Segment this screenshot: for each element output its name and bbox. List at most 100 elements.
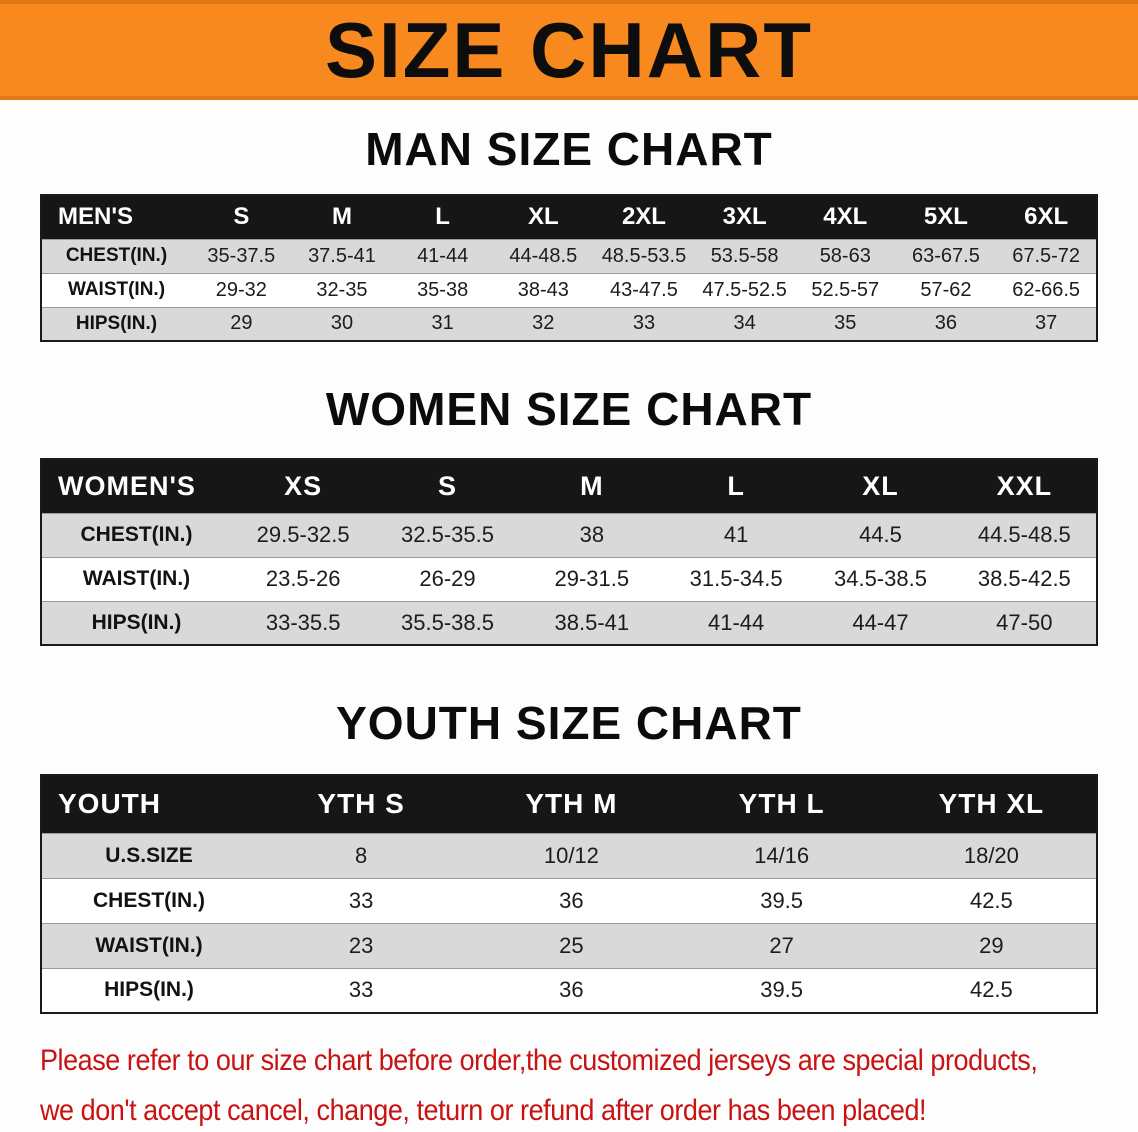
size-value: 36 (559, 977, 584, 1003)
women-table-header-row: WOMEN'S XS S M L XL XXL (41, 459, 1097, 513)
size-value: 52.5-57 (811, 278, 880, 301)
size-value: 31.5-34.5 (689, 566, 783, 591)
table-row: CHEST(IN.) 29.5-32.5 32.5-35.5 38 41 44.5 44.5… (41, 513, 1097, 557)
table-row: WAIST(IN.) 29-32 32-35 35-38 38-43 43-47.5 47.… (41, 273, 1097, 307)
size-value: 27 (769, 932, 794, 958)
size-value: 34.5-38.5 (833, 566, 927, 591)
table-row: HIPS(IN.) 33 36 39.5 42.5 (41, 968, 1097, 1013)
table-row: HIPS(IN.) 33-35.5 35.5-38.5 38.5-41 41-44 44-… (41, 601, 1097, 645)
size-value: 35.5-38.5 (401, 609, 494, 635)
size-value: 37 (1035, 312, 1058, 335)
size-column-header: 2XL (593, 195, 695, 239)
banner-title: SIZE CHART (325, 6, 813, 94)
size-value: 35 (834, 312, 857, 335)
size-column-header: 6XL (996, 195, 1097, 239)
size-value: 58-63 (819, 244, 871, 267)
size-value: 25 (559, 932, 584, 958)
row-label: CHEST(IN.) (65, 245, 168, 266)
size-value: 33 (632, 312, 656, 335)
size-column-header: XS (231, 459, 376, 513)
size-value: 35-37.5 (207, 244, 276, 267)
size-value: 35-38 (417, 278, 469, 301)
size-value: 41 (723, 522, 749, 547)
table-row: U.S.SIZE 8 10/12 14/16 18/20 (41, 833, 1097, 878)
size-column-header: XXL (952, 459, 1097, 513)
men-size-table: MEN'S S M L XL 2XL 3XL 4XL 5XL 6XL CHEST(IN.) 35-3… (40, 194, 1098, 342)
size-value: 41-44 (708, 609, 765, 635)
size-column-header: S (191, 195, 292, 239)
youth-table-body: U.S.SIZE 8 10/12 14/16 18/20 CHEST(IN.) 33 36 39… (41, 833, 1097, 1013)
size-value: 42.5 (969, 887, 1013, 913)
size-column-header: L (663, 459, 809, 513)
size-value: 32-35 (316, 278, 368, 301)
size-value: 39.5 (760, 887, 804, 913)
size-column-header: 4XL (794, 195, 896, 239)
size-value: 36 (934, 312, 958, 335)
row-label: HIPS(IN.) (104, 978, 194, 1002)
row-label: CHEST(IN.) (80, 523, 193, 546)
row-label: HIPS(IN.) (75, 312, 158, 334)
size-value: 38-43 (517, 278, 569, 301)
man-size-chart-title: MAN SIZE CHART (365, 123, 773, 175)
table-name-cell: MEN'S (41, 195, 191, 239)
size-value: 44.5-48.5 (977, 522, 1071, 547)
youth-size-table: YOUTH YTH S YTH M YTH L YTH XL U.S.SIZE 8 10/1… (40, 774, 1098, 1014)
size-column-header: 5XL (895, 195, 997, 239)
row-label: WAIST(IN.) (82, 567, 191, 590)
size-column-header: M (291, 195, 393, 239)
size-value: 31 (431, 312, 454, 335)
disclaimer: Please refer to our size chart before or… (40, 1042, 1138, 1129)
size-value: 47-50 (996, 609, 1053, 635)
size-value: 67.5-72 (1012, 244, 1081, 267)
table-row: WAIST(IN.) 23 25 27 29 (41, 923, 1097, 968)
disclaimer-line-1: Please refer to our size chart before or… (40, 1044, 1038, 1077)
size-value: 63-67.5 (912, 244, 980, 267)
size-value: 29 (979, 932, 1004, 958)
size-value: 62-66.5 (1012, 278, 1081, 301)
table-name-cell: YOUTH (41, 775, 256, 833)
size-column-header: XL (492, 195, 594, 239)
table-row: HIPS(IN.) 29 30 31 32 33 34 35 36 37 (41, 307, 1097, 341)
size-value: 44-47 (852, 609, 909, 635)
size-value: 26-29 (419, 566, 476, 591)
size-value: 36 (559, 887, 584, 913)
table-name-cell: WOMEN'S (41, 459, 231, 513)
size-value: 32.5-35.5 (401, 522, 494, 547)
men-table-header-row: MEN'S S M L XL 2XL 3XL 4XL 5XL 6XL (41, 195, 1097, 239)
size-value: 32 (532, 312, 555, 335)
size-column-header: YTH XL (886, 775, 1097, 833)
size-column-header: XL (808, 459, 953, 513)
size-column-header: YTH S (256, 775, 467, 833)
size-value: 8 (355, 842, 368, 868)
size-value: 14/16 (754, 842, 810, 868)
size-value: 38.5-42.5 (977, 566, 1071, 591)
size-column-header: S (375, 459, 520, 513)
size-value: 53.5-58 (710, 244, 779, 267)
banner: SIZE CHART (0, 0, 1138, 100)
disclaimer-line-2: we don't accept cancel, change, teturn o… (40, 1093, 927, 1127)
size-column-header: L (392, 195, 493, 239)
size-value: 29.5-32.5 (256, 522, 350, 547)
size-value: 10/12 (543, 842, 599, 868)
size-column-header: M (519, 459, 664, 513)
size-value: 33 (348, 887, 374, 913)
size-value: 33 (348, 977, 374, 1003)
women-size-chart-title: WOMEN SIZE CHART (325, 383, 813, 435)
table-row: WAIST(IN.) 23.5-26 26-29 29-31.5 31.5-34.5 34… (41, 557, 1097, 601)
size-value: 44.5 (859, 522, 902, 547)
size-column-header: YTH M (466, 775, 677, 833)
row-label: CHEST(IN.) (93, 888, 205, 912)
row-label: U.S.SIZE (105, 843, 193, 867)
size-value: 29-31.5 (554, 566, 630, 591)
size-value: 37.5-41 (308, 244, 376, 267)
size-value: 48.5-53.5 (601, 244, 687, 267)
size-value: 33-35.5 (265, 609, 341, 635)
size-value: 34 (733, 312, 756, 335)
size-value: 44-48.5 (509, 244, 578, 267)
row-label: WAIST(IN.) (67, 279, 166, 300)
women-size-table: WOMEN'S XS S M L XL XXL CHEST(IN.) 29.5-32.5 32.… (40, 458, 1098, 646)
size-column-header: YTH L (676, 775, 887, 833)
size-column-header: 3XL (694, 195, 795, 239)
row-label: WAIST(IN.) (95, 933, 203, 957)
